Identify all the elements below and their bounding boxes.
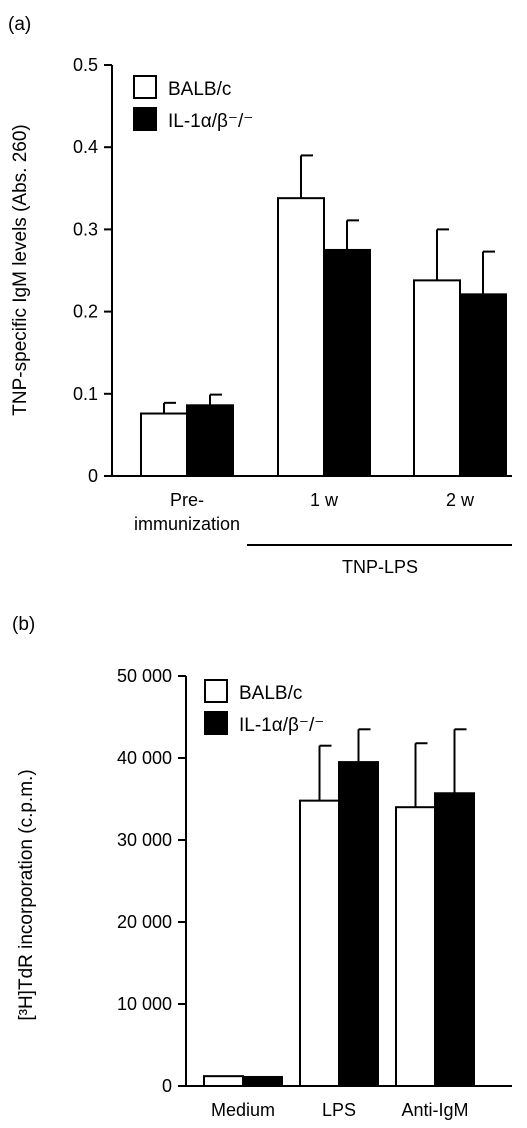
b-legend-swatch <box>204 679 228 703</box>
a-bar-balbc <box>140 412 188 478</box>
b-bar-balbc <box>299 799 340 1087</box>
a-x-tick-label: 1 w <box>310 490 339 510</box>
a-x-tick-label: 2 w <box>446 490 475 510</box>
b-y-tick-label: 40 000 <box>117 748 172 768</box>
b-bar-balbc <box>395 806 436 1087</box>
b-y-tick-label: 0 <box>162 1076 172 1096</box>
b-bar-il1-ko <box>434 792 475 1087</box>
b-y-tick-label: 10 000 <box>117 994 172 1014</box>
b-x-tick-label: LPS <box>322 1100 356 1120</box>
b-legend-swatch <box>204 711 228 735</box>
a-y-tick-label: 0.5 <box>73 55 98 75</box>
b-legend-label: IL-1α/β⁻/⁻ <box>239 715 324 736</box>
b-legend-label: BALB/c <box>239 683 302 704</box>
a-legend-label: BALB/c <box>168 79 231 100</box>
a-bar-balbc <box>277 197 325 477</box>
a-bar-il1-ko <box>459 293 507 478</box>
a-y-tick-label: 0.1 <box>73 384 98 404</box>
a-bar-il1-ko <box>323 248 371 477</box>
a-x-tick-label: immunization <box>134 514 240 534</box>
panel-b-chart: (b) [³H]TdR incorporation (c.p.m.) 0 10 0… <box>12 614 512 1120</box>
b-y-tick-label: 20 000 <box>117 912 172 932</box>
a-legend-swatch <box>133 75 157 99</box>
b-y-tick-label: 30 000 <box>117 830 172 850</box>
b-x-tick-label: Anti-IgM <box>401 1100 468 1120</box>
panel-a-label: (a) <box>8 14 31 35</box>
a-group-label: TNP-LPS <box>342 557 418 577</box>
b-y-tick-label: 50 000 <box>117 666 172 686</box>
a-y-tick-label: 0 <box>88 466 98 486</box>
a-y-tick-label: 0.3 <box>73 219 98 239</box>
b-bar-balbc <box>203 1075 244 1088</box>
a-bar-il1-ko <box>186 404 234 478</box>
b-x-tick-label: Medium <box>211 1100 275 1120</box>
a-legend-label: IL-1α/β⁻/⁻ <box>168 111 253 132</box>
b-bar-il1-ko <box>242 1075 283 1087</box>
a-legend-swatch <box>133 107 157 131</box>
panel-a-chart: (a) TNP-specific IgM levels (Abs. 260) 0… <box>8 14 512 577</box>
panel-a-y-axis-label: TNP-specific IgM levels (Abs. 260) <box>10 124 31 415</box>
a-bar-balbc <box>413 279 461 478</box>
b-y-axis-label: [³H]TdR incorporation (c.p.m.) <box>16 769 37 1020</box>
panel-b-label: (b) <box>12 614 35 635</box>
b-bar-il1-ko <box>338 761 379 1087</box>
a-x-tick-label: Pre- <box>170 490 204 510</box>
a-y-tick-label: 0.2 <box>73 302 98 322</box>
a-y-tick-label: 0.4 <box>73 137 98 157</box>
